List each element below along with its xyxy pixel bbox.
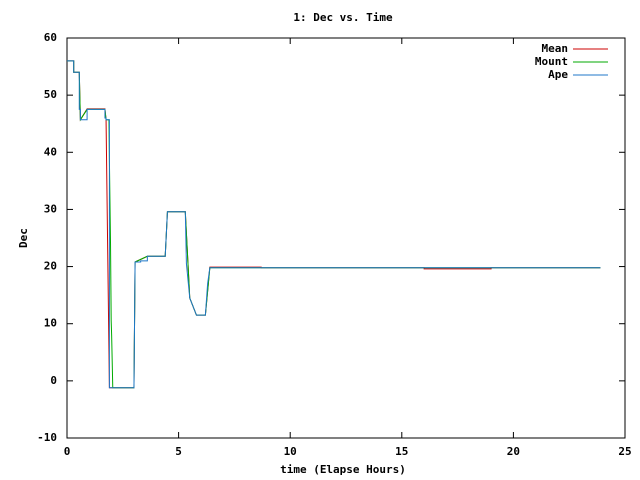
legend-label: Ape — [548, 68, 568, 81]
x-tick-label: 5 — [175, 445, 182, 458]
y-tick-label: 10 — [44, 317, 57, 330]
y-tick-label: 20 — [44, 260, 57, 273]
y-tick-label: 60 — [44, 31, 57, 44]
y-tick-label: 40 — [44, 145, 57, 158]
y-axis-label: Dec — [17, 228, 30, 248]
x-tick-label: 10 — [284, 445, 297, 458]
y-tick-label: 50 — [44, 88, 57, 101]
x-tick-label: 25 — [618, 445, 631, 458]
series-line — [67, 60, 601, 389]
x-tick-label: 15 — [395, 445, 408, 458]
x-tick-label: 0 — [64, 445, 71, 458]
chart-title: 1: Dec vs. Time — [293, 11, 393, 24]
series-line — [67, 60, 601, 389]
x-axis-label: time (Elapse Hours) — [280, 463, 406, 476]
legend-label: Mean — [542, 42, 569, 55]
x-tick-label: 20 — [507, 445, 520, 458]
plot-frame — [66, 37, 626, 439]
series-line — [67, 60, 601, 389]
legend-label: Mount — [535, 55, 568, 68]
y-tick-label: 0 — [50, 374, 57, 387]
y-tick-label: 30 — [44, 202, 57, 215]
y-tick-label: -10 — [37, 431, 57, 444]
